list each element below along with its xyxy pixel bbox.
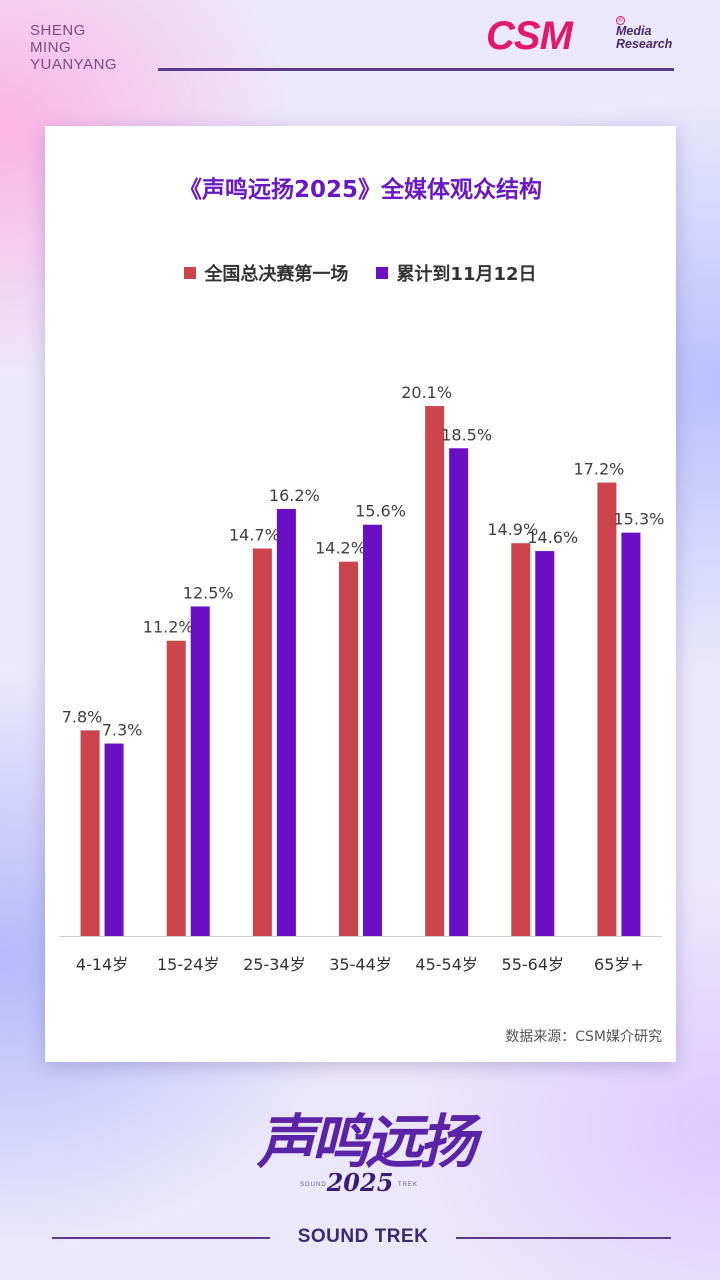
- csm-logo-word: CSM: [486, 14, 573, 58]
- bar-series-1-6: [597, 482, 617, 936]
- x-tick-label-4: 45-54岁: [415, 955, 478, 974]
- show-logo-subtitle: SOUND TREK: [297, 1226, 429, 1247]
- bar-chart: 7.8%7.3% 4-14岁 11.2% 12.5% 15-24岁 14.7% 16.2% 2…: [59, 383, 665, 974]
- x-tick-label-3: 35-44岁: [329, 955, 392, 974]
- footer-line-right: [456, 1237, 671, 1239]
- data-label-series-1-2: 14.7%: [229, 525, 280, 544]
- show-logo-small-right: TREK: [398, 1182, 419, 1188]
- bar-series-1-5: [511, 543, 531, 936]
- bar-series-1-2: [252, 548, 272, 936]
- data-label-series-2-3: 15.6%: [355, 502, 406, 521]
- data-label-series-2-2: 16.2%: [269, 486, 320, 505]
- bar-series-2-6: [621, 532, 641, 936]
- data-label-series-1-6: 17.2%: [574, 460, 625, 479]
- legend-item-series-2: 累计到11月12日: [376, 260, 537, 286]
- data-label-series-2-4: 18.5%: [441, 425, 492, 444]
- show-logo: 声鸣远扬 SOUND 2025 TREK SOUND TREK: [0, 1110, 720, 1280]
- data-label-series-1-0: 7.8%: [62, 707, 103, 726]
- brand-line-3: YUANYANG: [30, 56, 118, 73]
- brand-line-1: SHENG: [30, 22, 86, 39]
- data-label-series-2-1: 12.5%: [183, 583, 234, 602]
- registered-mark: ®: [616, 16, 625, 25]
- bar-series-2-1: [190, 606, 210, 936]
- chart-legend: 全国总决赛第一场 累计到11月12日: [45, 260, 676, 286]
- brand-wordmark: SHENG MING YUANYANG: [30, 22, 117, 73]
- brand-line-2: MING: [30, 39, 72, 56]
- bar-series-2-5: [535, 551, 555, 936]
- bar-series-2-3: [363, 524, 382, 936]
- legend-item-series-1: 全国总决赛第一场: [184, 260, 348, 286]
- legend-label-series-2: 累计到11月12日: [396, 264, 537, 285]
- x-tick-label-1: 15-24岁: [157, 955, 220, 974]
- footer-line-left: [52, 1237, 270, 1239]
- legend-swatch-series-1: [184, 267, 197, 279]
- data-label-series-2-6: 15.3%: [614, 510, 665, 529]
- csm-logo-subtitle: Media Research: [616, 25, 672, 51]
- x-tick-label-0: 4-14岁: [76, 955, 128, 974]
- x-tick-label-6: 65岁+: [594, 955, 644, 974]
- data-label-series-1-3: 14.2%: [315, 539, 366, 558]
- csm-sub-media: Media: [616, 24, 652, 38]
- show-logo-year: 2025: [326, 1168, 394, 1197]
- data-label-series-1-1: 11.2%: [143, 618, 194, 637]
- bar-series-1-1: [166, 640, 186, 936]
- header-divider: [158, 68, 674, 71]
- chart-title: 《声鸣远扬2025》全媒体观众结构: [178, 177, 542, 203]
- csm-logo: CSM ® Media Research: [486, 14, 686, 60]
- bar-series-2-2: [276, 508, 296, 936]
- chart-card: 《声鸣远扬2025》全媒体观众结构 全国总决赛第一场 累计到11月12日 7.8…: [45, 126, 676, 1062]
- csm-sub-research: Research: [616, 37, 673, 51]
- show-logo-small-left: SOUND: [300, 1182, 327, 1188]
- bar-series-1-0: [80, 730, 100, 936]
- x-tick-label-2: 25-34岁: [243, 955, 306, 974]
- show-logo-title: 声鸣远扬: [256, 1108, 477, 1176]
- bar-series-1-4: [425, 406, 445, 936]
- bar-series-2-4: [449, 448, 469, 936]
- bar-series-2-0: [104, 743, 124, 936]
- data-label-series-1-4: 20.1%: [401, 383, 452, 402]
- data-label-series-1-5: 14.9%: [487, 520, 538, 539]
- x-tick-label-5: 55-64岁: [502, 955, 565, 974]
- data-label-series-2-5: 14.6%: [527, 528, 578, 547]
- legend-swatch-series-2: [376, 267, 389, 279]
- data-label-series-2-0: 7.3%: [102, 721, 143, 740]
- bar-series-1-3: [339, 561, 358, 936]
- legend-label-series-1: 全国总决赛第一场: [204, 264, 349, 285]
- data-source: 数据来源：CSM媒介研究: [505, 1029, 662, 1045]
